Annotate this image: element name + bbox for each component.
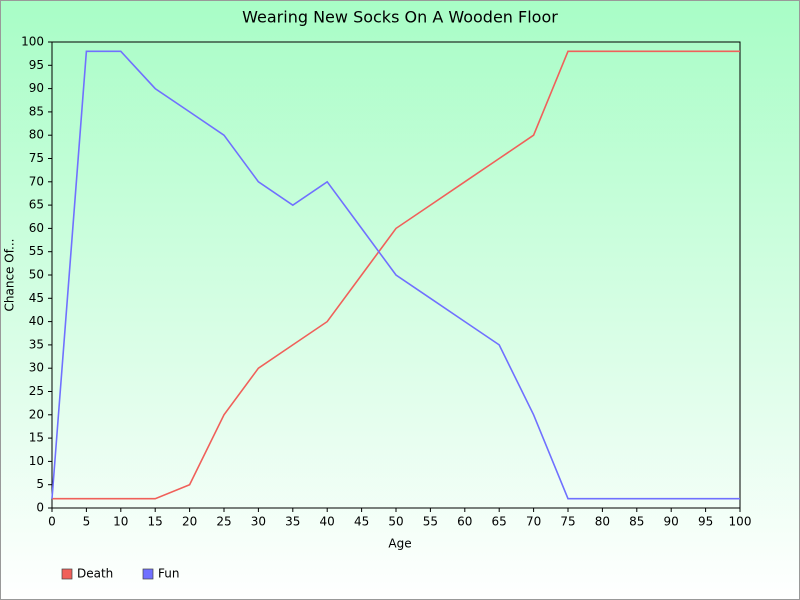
y-tick-label: 40 xyxy=(29,314,44,328)
y-tick-label: 20 xyxy=(29,407,44,421)
y-tick-label: 100 xyxy=(21,35,44,49)
x-tick-label: 100 xyxy=(729,515,752,529)
x-tick-label: 25 xyxy=(216,515,231,529)
x-tick-label: 60 xyxy=(457,515,472,529)
y-tick-label: 0 xyxy=(36,501,44,515)
y-tick-label: 35 xyxy=(29,337,44,351)
x-tick-label: 30 xyxy=(251,515,266,529)
legend-label: Death xyxy=(77,567,113,581)
x-tick-label: 35 xyxy=(285,515,300,529)
x-tick-label: 70 xyxy=(526,515,541,529)
y-tick-label: 65 xyxy=(29,198,44,212)
x-tick-label: 50 xyxy=(388,515,403,529)
y-axis-label: Chance Of... xyxy=(3,239,17,312)
y-tick-label: 70 xyxy=(29,174,44,188)
chart-title: Wearing New Socks On A Wooden Floor xyxy=(242,8,558,27)
legend-label: Fun xyxy=(158,567,179,581)
x-axis-label: Age xyxy=(388,537,411,551)
y-tick-label: 90 xyxy=(29,81,44,95)
series-line xyxy=(52,50,740,500)
x-tick-label: 65 xyxy=(492,515,507,529)
plot-frame xyxy=(51,41,741,509)
x-tick-label: 20 xyxy=(182,515,197,529)
y-tick-label: 30 xyxy=(29,361,44,375)
x-tick-label: 15 xyxy=(148,515,163,529)
x-tick-label: 80 xyxy=(595,515,610,529)
y-tick-label: 10 xyxy=(29,454,44,468)
y-tick-label: 25 xyxy=(29,384,44,398)
y-tick-label: 55 xyxy=(29,244,44,258)
y-tick-label: 85 xyxy=(29,104,44,118)
x-tick-label: 90 xyxy=(664,515,679,529)
y-tick-label: 95 xyxy=(29,58,44,72)
y-tick-label: 5 xyxy=(36,477,44,491)
legend-swatch xyxy=(61,568,73,580)
x-tick-label: 40 xyxy=(320,515,335,529)
series-line xyxy=(51,50,740,500)
y-tick-label: 75 xyxy=(29,151,44,165)
y-tick-label: 60 xyxy=(29,221,44,235)
x-tick-label: 10 xyxy=(113,515,128,529)
x-tick-label: 95 xyxy=(698,515,713,529)
y-tick-label: 80 xyxy=(29,128,44,142)
x-tick-label: 0 xyxy=(48,515,56,529)
y-tick-label: 45 xyxy=(29,291,44,305)
x-tick-label: 5 xyxy=(83,515,91,529)
y-tick-label: 50 xyxy=(29,268,44,282)
x-tick-label: 75 xyxy=(560,515,575,529)
x-tick-label: 45 xyxy=(354,515,369,529)
legend-swatch xyxy=(142,568,154,580)
y-tick-label: 15 xyxy=(29,431,44,445)
x-tick-label: 55 xyxy=(423,515,438,529)
x-tick-label: 85 xyxy=(629,515,644,529)
